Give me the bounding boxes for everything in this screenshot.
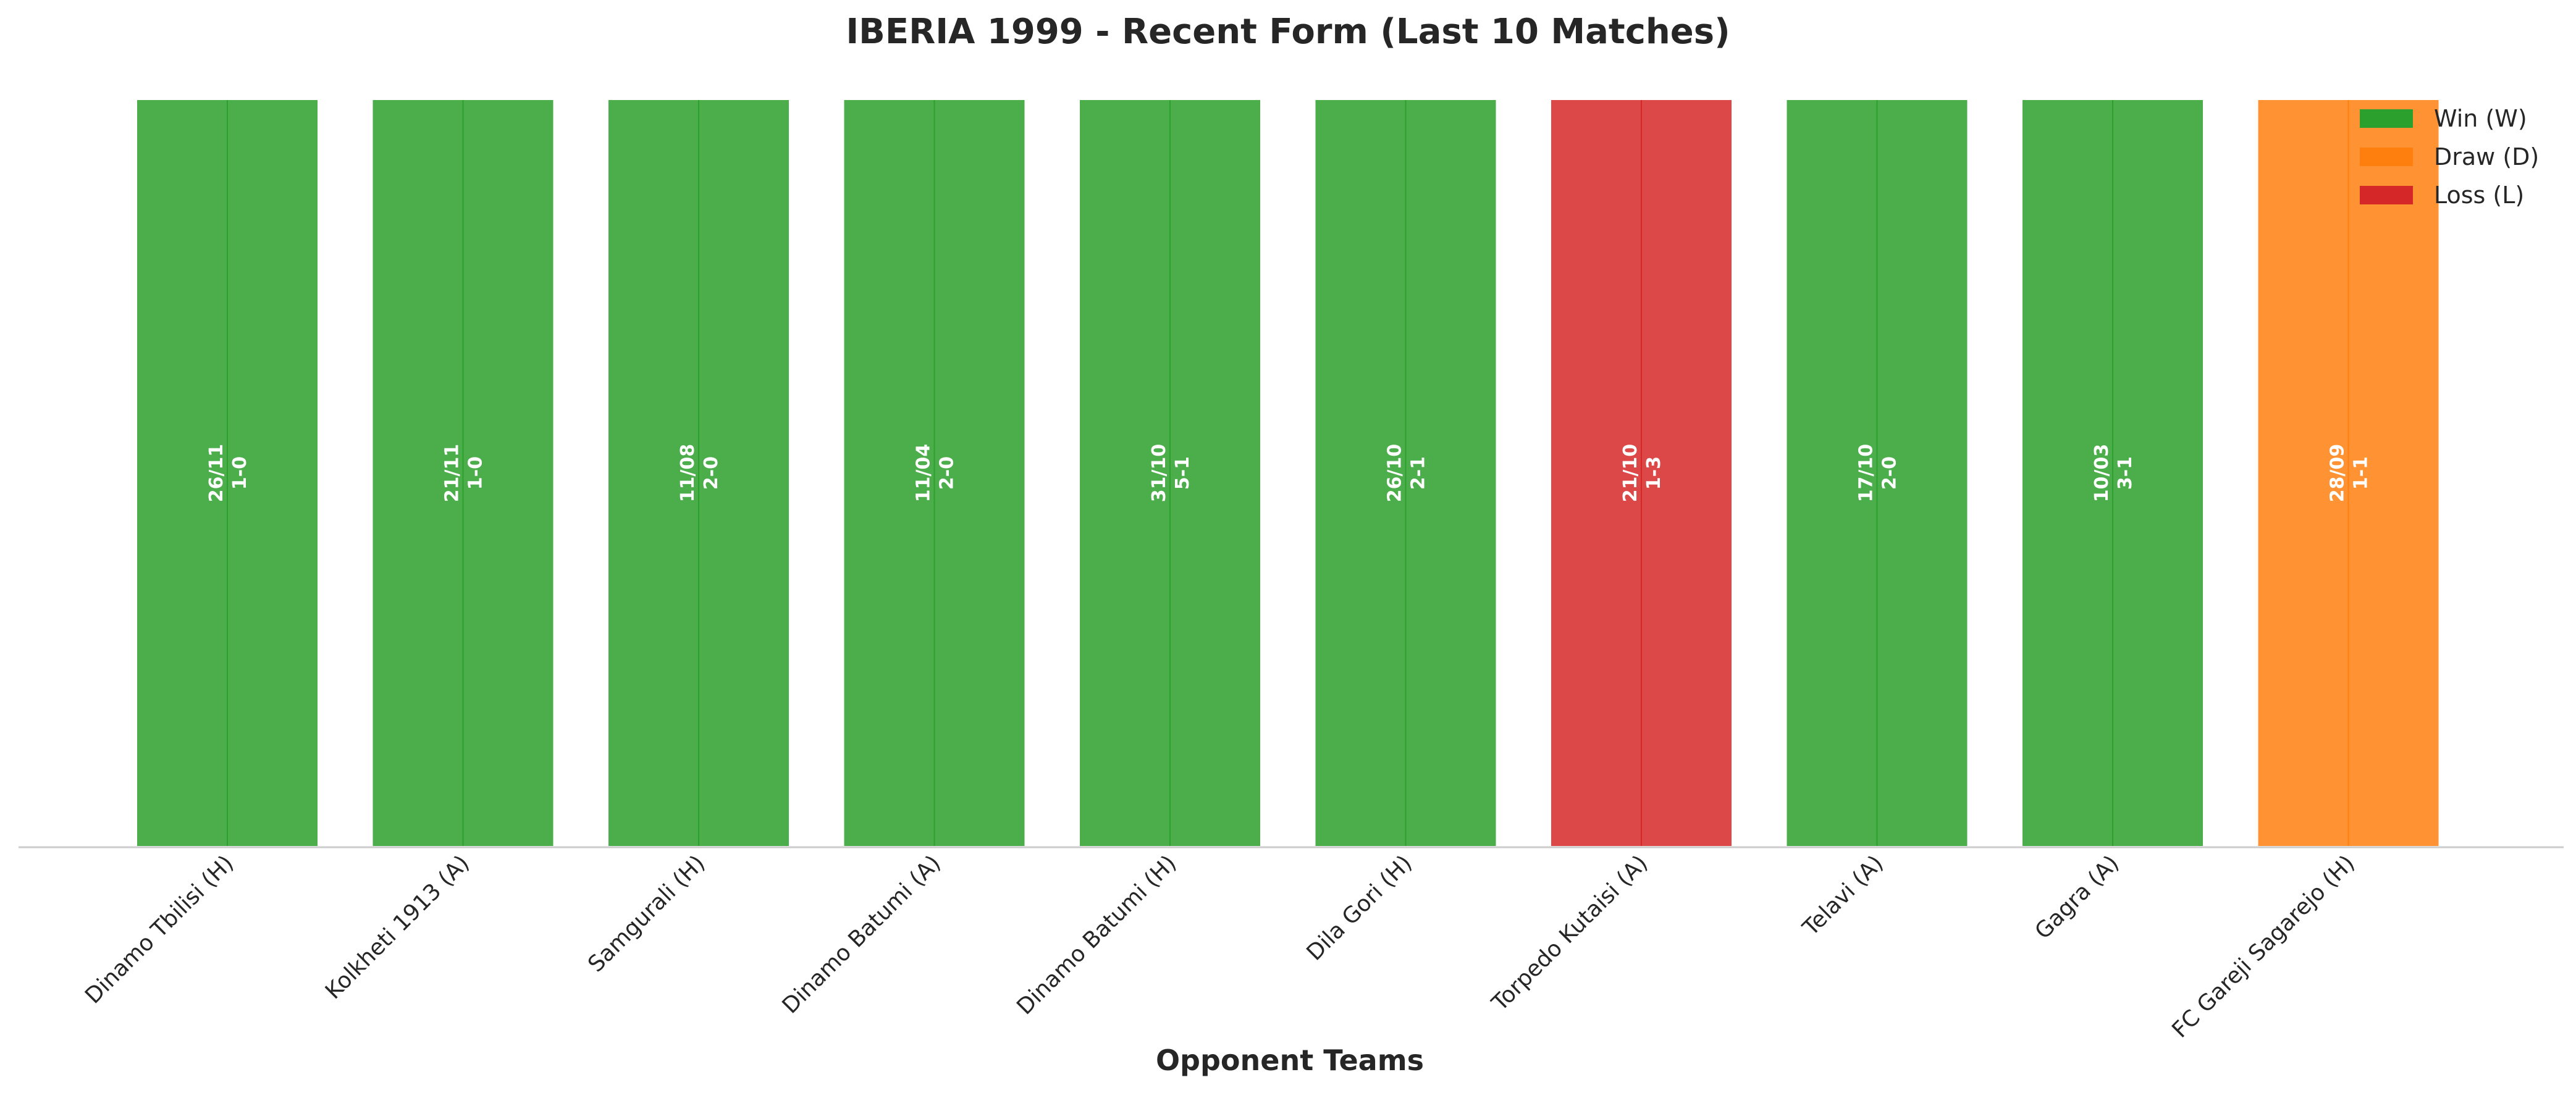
chart-title: IBERIA 1999 - Recent Form (Last 10 Match… xyxy=(846,12,1730,52)
bar-data-label-7: 21/10 1-3 xyxy=(1620,444,1665,502)
x-tick-label-8: Telavi (A) xyxy=(1798,850,1888,941)
x-tick-label-7: Torpedo Kutaisi (A) xyxy=(1487,850,1653,1016)
x-tick-label-5: Dinamo Batumi (H) xyxy=(1012,850,1181,1020)
bar-data-label-6: 26/10 2-1 xyxy=(1384,444,1429,502)
bars-layer xyxy=(135,98,2441,848)
legend: Win (W) Draw (D) Loss (L) xyxy=(2360,105,2539,209)
x-axis-label: Opponent Teams xyxy=(1156,1044,1424,1077)
legend-label-w: Win (W) xyxy=(2434,105,2527,132)
bar-data-label-9: 10/03 3-1 xyxy=(2091,444,2136,502)
x-tick-labels: Dinamo Tbilisi (H) Kolkheti 1913 (A) Samgu… xyxy=(80,850,2360,1042)
x-tick-label-10: FC Gareji Sagarejo (H) xyxy=(2167,850,2359,1042)
bar-data-label-10: 28/09 1-1 xyxy=(2327,444,2372,502)
x-tick-label-6: Dila Gori (H) xyxy=(1302,850,1416,965)
bar-data-label-5: 31/10 5-1 xyxy=(1148,444,1193,502)
bar-data-label-4: 11/04 2-0 xyxy=(913,444,958,502)
legend-label-d: Draw (D) xyxy=(2434,143,2539,170)
bar-data-label-1: 26/11 1-0 xyxy=(206,444,251,502)
x-tick-label-4: Dinamo Batumi (A) xyxy=(778,850,946,1018)
legend-swatch-w xyxy=(2360,109,2413,128)
x-tick-label-2: Kolkheti 1913 (A) xyxy=(321,850,474,1004)
x-tick-label-9: Gagra (A) xyxy=(2030,850,2124,944)
legend-label-l: Loss (L) xyxy=(2434,182,2524,209)
bar-data-label-8: 17/10 2-0 xyxy=(1856,444,1901,502)
x-tick-label-1: Dinamo Tbilisi (H) xyxy=(80,850,238,1008)
legend-swatch-l xyxy=(2360,186,2413,204)
legend-swatch-d xyxy=(2360,148,2413,166)
bar-data-label-2: 21/11 1-0 xyxy=(442,444,487,502)
x-tick-label-3: Samgurali (H) xyxy=(583,850,710,977)
bar-labels-layer: 26/11 1-0 21/11 1-0 11/08 2-0 11/04 2-0 31/10 5-1… xyxy=(206,444,2372,502)
bar-data-label-3: 11/08 2-0 xyxy=(677,444,722,502)
